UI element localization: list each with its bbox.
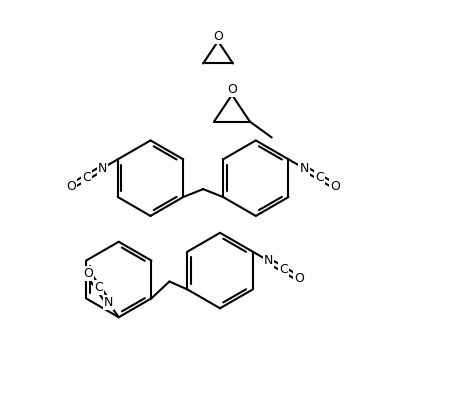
Text: N: N	[104, 296, 113, 309]
Text: O: O	[83, 267, 93, 280]
Text: O: O	[213, 29, 223, 43]
Text: C: C	[83, 171, 91, 184]
Text: N: N	[263, 254, 273, 267]
Text: C: C	[279, 263, 288, 276]
Text: O: O	[294, 272, 304, 285]
Text: O: O	[66, 180, 76, 193]
Text: N: N	[98, 162, 107, 175]
Text: C: C	[94, 281, 103, 294]
Text: N: N	[299, 162, 309, 175]
Text: C: C	[315, 171, 324, 184]
Text: O: O	[227, 83, 237, 96]
Text: O: O	[330, 180, 340, 193]
